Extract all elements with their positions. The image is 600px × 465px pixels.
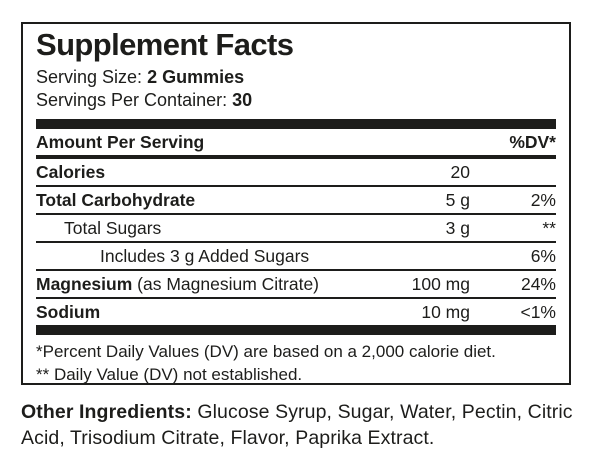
header-dv: %DV*: [509, 132, 556, 152]
panel-title: Supplement Facts: [36, 27, 294, 62]
nutrient-name: Sodium: [36, 302, 101, 322]
nutrient-name: Total Carbohydrate: [36, 190, 196, 210]
nutrient-amount: 10 mg: [421, 302, 470, 322]
table-row-magnesium: Magnesium (as Magnesium Citrate) 100 mg …: [36, 271, 556, 299]
nutrient-dv: <1%: [520, 302, 556, 322]
nutrient-name: Magnesium: [36, 274, 133, 294]
servings-per-container-value: 30: [232, 90, 253, 110]
nutrient-amount: 5 g: [445, 190, 470, 210]
servings-per-container-line: Servings Per Container: 30: [36, 89, 556, 112]
table-row-sodium: Sodium 10 mg <1%: [36, 299, 556, 325]
table-row-total-sugars: Total Sugars 3 g **: [36, 215, 556, 243]
table-header-row: Amount Per Serving %DV*: [36, 129, 556, 159]
nutrient-name: Calories: [36, 162, 106, 182]
servings-per-container-label: Servings Per Container:: [36, 90, 233, 110]
nutrient-amount: 3 g: [445, 218, 470, 238]
footnotes: *Percent Daily Values (DV) are based on …: [36, 335, 556, 386]
supplement-facts-panel: Supplement Facts Serving Size: 2 Gummies…: [21, 22, 571, 385]
thick-divider-bottom: [36, 325, 556, 335]
nutrient-dv: **: [542, 218, 556, 238]
nutrient-dv: 6%: [530, 246, 556, 266]
serving-size-value: 2 Gummies: [147, 67, 245, 87]
thick-divider-top: [36, 119, 556, 129]
other-ingredients-text: Glucose Syrup, Sugar, Water, Pectin, Cit…: [21, 401, 573, 449]
footnote-daily-values: *Percent Daily Values (DV) are based on …: [36, 342, 496, 361]
footnote-dv-not-established: ** Daily Value (DV) not established.: [36, 364, 303, 384]
other-ingredients-label: Other Ingredients:: [21, 401, 192, 423]
table-row-added-sugars: Includes 3 g Added Sugars 6%: [36, 243, 556, 271]
serving-size-label: Serving Size:: [36, 67, 148, 87]
nutrient-dv: 2%: [530, 190, 556, 210]
nutrient-amount: 100 mg: [411, 274, 470, 294]
nutrient-amount: 20: [450, 162, 470, 182]
nutrient-name: Includes 3 g Added Sugars: [100, 246, 310, 266]
other-ingredients: Other Ingredients: Glucose Syrup, Sugar,…: [21, 399, 587, 451]
table-row-calories: Calories 20: [36, 159, 556, 187]
header-amount-per-serving: Amount Per Serving: [36, 132, 205, 152]
nutrient-dv: 24%: [520, 274, 556, 294]
serving-size-line: Serving Size: 2 Gummies: [36, 66, 556, 89]
table-row-total-carbohydrate: Total Carbohydrate 5 g 2%: [36, 187, 556, 215]
nutrient-name: Total Sugars: [64, 218, 162, 238]
nutrient-suffix: (as Magnesium Citrate): [132, 274, 320, 294]
